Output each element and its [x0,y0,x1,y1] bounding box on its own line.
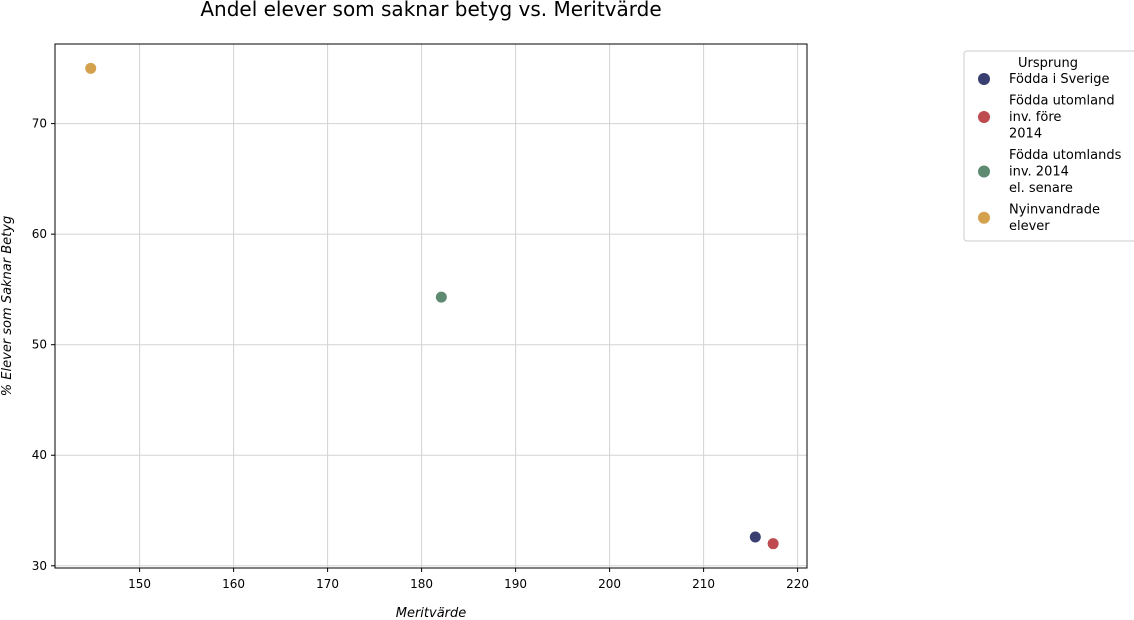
x-tick-label: 180 [410,577,433,591]
scatter-point [85,62,97,74]
plot-area-frame [54,43,808,569]
x-axis-label: Meritvärde [396,606,467,620]
legend-label: Födda utomlands [1009,148,1122,163]
legend-marker [978,165,990,178]
data-points [85,62,779,550]
y-tick-label: 50 [32,338,47,352]
y-tick-label: 70 [32,117,47,131]
y-tick-label: 30 [32,559,47,573]
legend-title: Ursprung [1018,56,1078,71]
x-tick-label: 150 [128,577,151,591]
y-axis-label: % Elever som Saknar Betyg [0,216,15,396]
scatter-point [435,291,447,303]
x-tick-label: 220 [786,577,809,591]
legend-label: inv. 2014 [1009,165,1069,180]
x-tick-label: 190 [504,577,527,591]
x-tick-label: 170 [316,577,339,591]
x-tick-label: 200 [598,577,621,591]
legend-marker [978,111,990,123]
y-tick-label: 60 [32,227,47,241]
legend-label: Nyinvandrade [1009,203,1100,218]
grid-lines [55,44,807,568]
legend-box [963,50,1134,242]
legend-label: inv. före [1009,110,1061,125]
x-tick-label: 210 [692,577,715,591]
legend-label: Födda i Sverige [1009,72,1109,87]
y-tick-label: 40 [32,448,47,462]
axis-ticks: 150 160 170 180 190 200 210 220 30 40 50 60 70 [32,117,809,591]
legend-label: elever [1009,219,1050,234]
legend-marker [978,73,990,85]
legend-label: Födda utomland [1009,94,1115,109]
chart-title: Andel elever som saknar betyg vs. Meritv… [200,0,661,21]
scatter-point [767,538,779,550]
legend-marker [978,211,990,224]
scatter-point [749,531,761,543]
x-tick-label: 160 [222,577,245,591]
legend-label: el. senare [1009,181,1073,196]
legend-label: 2014 [1009,127,1042,142]
